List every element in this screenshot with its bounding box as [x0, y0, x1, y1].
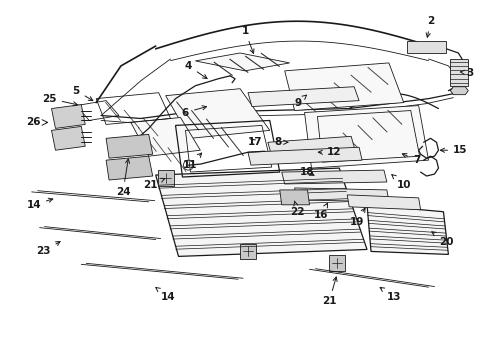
- Polygon shape: [131, 117, 200, 156]
- Text: 9: 9: [293, 95, 306, 108]
- Polygon shape: [346, 195, 420, 210]
- Polygon shape: [155, 168, 366, 256]
- Text: 4: 4: [184, 61, 206, 78]
- Text: 18: 18: [300, 167, 314, 177]
- Text: 1: 1: [241, 26, 253, 53]
- Text: 22: 22: [290, 201, 304, 217]
- Text: 24: 24: [115, 159, 130, 197]
- Text: 6: 6: [182, 106, 206, 117]
- Text: 3: 3: [459, 68, 473, 78]
- Text: 7: 7: [402, 154, 420, 165]
- Text: 12: 12: [318, 147, 341, 157]
- Polygon shape: [284, 63, 403, 111]
- Polygon shape: [247, 147, 361, 165]
- Text: 5: 5: [73, 86, 93, 100]
- Text: 19: 19: [349, 208, 365, 227]
- FancyBboxPatch shape: [240, 243, 255, 260]
- Text: 23: 23: [36, 242, 60, 256]
- Polygon shape: [449, 87, 468, 95]
- Polygon shape: [281, 170, 386, 184]
- Polygon shape: [294, 188, 388, 202]
- Polygon shape: [247, 87, 358, 107]
- Text: 14: 14: [156, 288, 176, 302]
- Polygon shape: [106, 156, 152, 180]
- Text: 16: 16: [313, 203, 328, 220]
- Text: 21: 21: [143, 178, 164, 190]
- Polygon shape: [366, 205, 447, 255]
- Text: 25: 25: [42, 94, 77, 106]
- Polygon shape: [267, 136, 354, 156]
- Text: 21: 21: [322, 277, 336, 306]
- Polygon shape: [449, 59, 468, 86]
- Text: 10: 10: [391, 175, 410, 190]
- Polygon shape: [51, 105, 85, 129]
- Polygon shape: [165, 89, 269, 138]
- Text: 14: 14: [26, 198, 53, 210]
- Polygon shape: [406, 41, 446, 53]
- Text: 2: 2: [425, 16, 433, 37]
- Text: 20: 20: [431, 232, 453, 247]
- Polygon shape: [195, 53, 289, 71]
- Text: 26: 26: [26, 117, 41, 127]
- Polygon shape: [279, 190, 309, 205]
- Polygon shape: [317, 111, 419, 162]
- FancyBboxPatch shape: [328, 255, 345, 271]
- Polygon shape: [304, 105, 427, 168]
- Text: 15: 15: [440, 145, 467, 155]
- Text: 8: 8: [274, 137, 287, 147]
- FancyBboxPatch shape: [157, 170, 173, 186]
- Polygon shape: [51, 126, 85, 150]
- Text: 11: 11: [183, 153, 201, 170]
- Text: 13: 13: [379, 287, 400, 302]
- Text: 17: 17: [247, 137, 262, 147]
- Polygon shape: [106, 134, 152, 158]
